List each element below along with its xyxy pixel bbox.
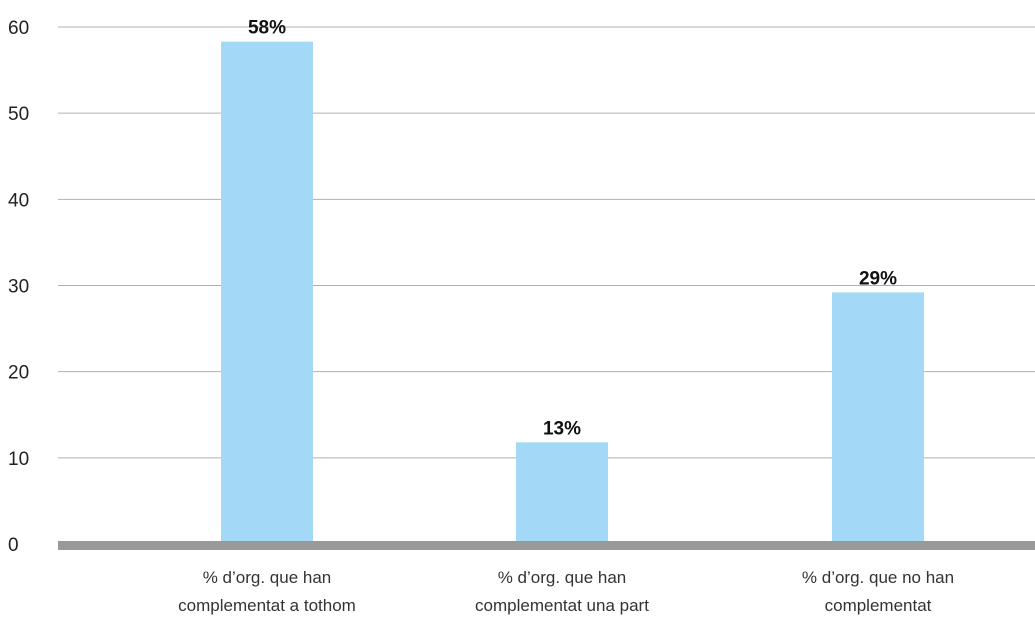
bar-3 — [832, 292, 924, 544]
category-label-line: complementat una part — [475, 596, 649, 615]
category-label-line: % d’org. que han — [498, 568, 627, 587]
data-label-2: 13% — [543, 418, 581, 439]
y-axis-ticks: 0 10 20 30 40 50 60 — [8, 18, 29, 556]
data-label-3: 29% — [859, 268, 897, 289]
bar-2 — [516, 442, 608, 544]
category-label-3: % d’org. que no han complementat — [802, 568, 954, 615]
y-tick-label-60: 60 — [8, 18, 29, 39]
category-label-line: % d’org. que no han — [802, 568, 954, 587]
y-tick-label-40: 40 — [8, 190, 29, 211]
y-tick-label-20: 20 — [8, 363, 29, 384]
category-label-line: complementat — [825, 596, 932, 615]
bars — [221, 41, 924, 544]
y-tick-label-0: 0 — [8, 535, 19, 556]
x-axis-baseline — [58, 541, 1035, 550]
category-label-2: % d’org. que han complementat una part — [475, 568, 649, 615]
y-tick-label-30: 30 — [8, 277, 29, 298]
data-label-1: 58% — [248, 18, 286, 39]
bar-1 — [221, 41, 313, 544]
y-tick-label-10: 10 — [8, 449, 29, 470]
category-label-1: % d’org. que han complementat a tothom — [178, 568, 356, 615]
category-label-line: complementat a tothom — [178, 596, 356, 615]
y-tick-label-50: 50 — [8, 104, 29, 125]
data-labels: 58% 13% 29% — [248, 18, 897, 440]
category-label-line: % d’org. que han — [203, 568, 332, 587]
